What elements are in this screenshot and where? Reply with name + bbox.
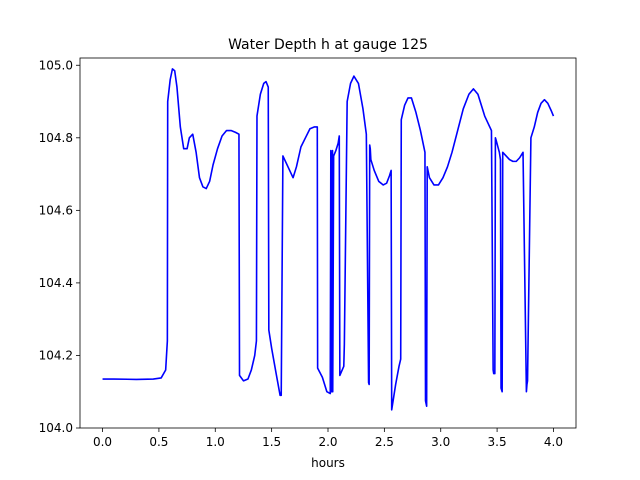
y-tick-label: 104.0 [39,421,73,435]
plot-area [79,57,577,429]
x-tick-label: 1.5 [262,435,281,449]
x-tick-label: 0.5 [149,435,168,449]
y-tick-label: 104.6 [39,203,73,217]
x-tick-label: 0.0 [93,435,112,449]
x-tick-label: 2.5 [375,435,394,449]
y-tick-label: 104.4 [39,276,73,290]
x-tick-label: 2.0 [318,435,337,449]
x-axis-label: hours [311,456,345,470]
y-tick-label: 104.2 [39,348,73,362]
y-tick-label: 105.0 [39,58,73,72]
x-tick-label: 1.0 [206,435,225,449]
x-tick-label: 3.5 [488,435,507,449]
y-tick-label: 104.8 [39,131,73,145]
chart-title: Water Depth h at gauge 125 [228,37,428,53]
x-tick-label: 3.0 [431,435,450,449]
x-tick-label: 4.0 [544,435,563,449]
y-axis-ticks: 104.0 104.2 104.4 104.6 104.8 105.0 [39,58,80,435]
series-line [102,68,555,411]
x-axis-ticks: 0.0 0.5 1.0 1.5 2.0 2.5 3.0 3.5 4.0 [93,428,563,449]
